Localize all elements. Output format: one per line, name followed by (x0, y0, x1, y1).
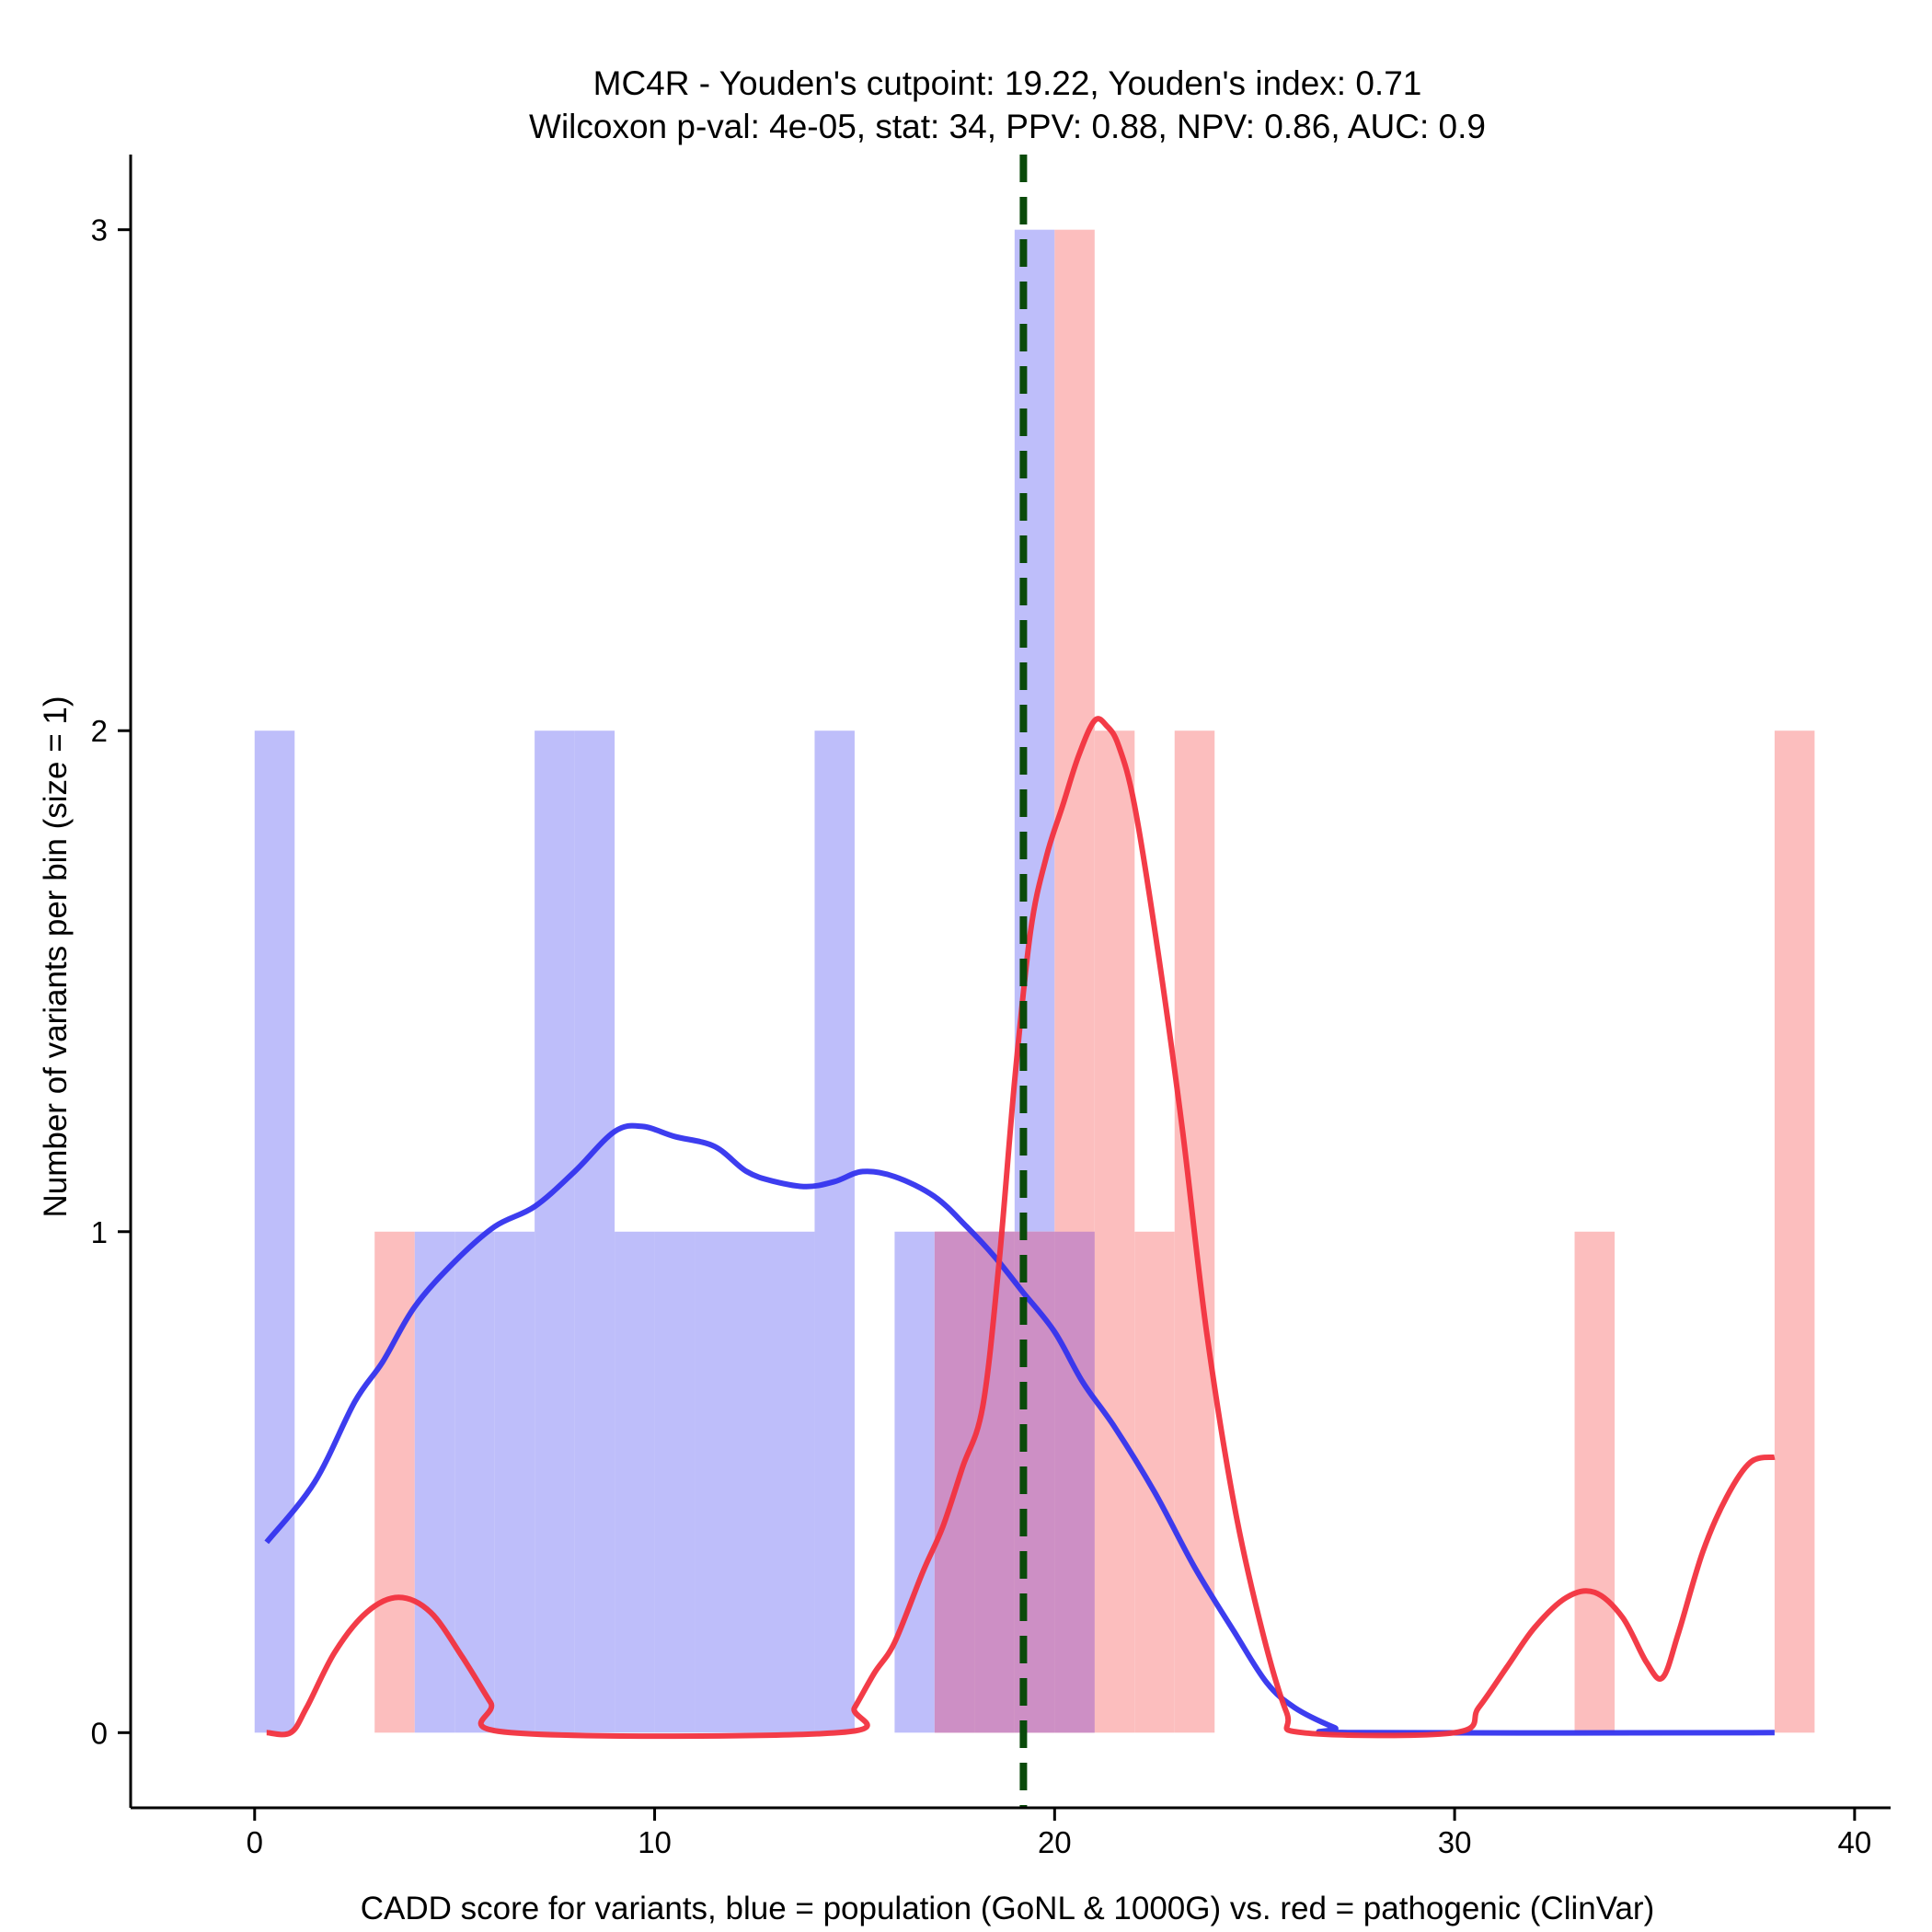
y-tick-label-0: 0 (91, 1716, 108, 1750)
y-axis-label: Number of variants per bin (size = 1) (38, 696, 74, 1217)
pathogenic-density-line (266, 716, 1776, 1740)
population-bar-5-6 (454, 1231, 495, 1733)
x-ticks: 0 10 20 30 40 (247, 1808, 1872, 1859)
pathogenic-bar-22-23 (1134, 1231, 1175, 1733)
pathogenic-bar-3-4 (374, 1231, 415, 1733)
x-tick-label-20: 20 (1038, 1825, 1072, 1859)
y-tick-label-3: 3 (91, 213, 108, 247)
population-bar-8-9 (574, 730, 615, 1733)
population-bar-16-17 (894, 1231, 935, 1733)
population-density-line (264, 1122, 1775, 1736)
chart-title-line1: MC4R - Youden's cutpoint: 19.22, Youden'… (593, 64, 1422, 102)
plot-area (254, 155, 1815, 1808)
population-bar-14-15 (814, 730, 855, 1733)
pathogenic-bar-38-39 (1774, 730, 1815, 1733)
population-bar-4-5 (414, 1231, 455, 1733)
chart-title-line2: Wilcoxon p-val: 4e-05, stat: 34, PPV: 0.… (529, 108, 1486, 145)
y-tick-label-1: 1 (91, 1215, 108, 1249)
population-bar-0-1 (254, 730, 295, 1733)
x-tick-label-40: 40 (1838, 1825, 1872, 1859)
overlap-bar-17-18 (934, 1231, 975, 1733)
population-bar-13-14 (774, 1231, 815, 1733)
overlap-bar-20-21 (1054, 1231, 1095, 1733)
x-tick-label-10: 10 (638, 1825, 672, 1859)
pathogenic-bar-21-22 (1094, 730, 1135, 1733)
population-bar-9-10 (615, 1231, 655, 1733)
population-bar-6-7 (494, 1231, 535, 1733)
x-tick-label-30: 30 (1438, 1825, 1472, 1859)
pathogenic-bar-33-34 (1574, 1231, 1616, 1733)
y-tick-label-2: 2 (91, 714, 108, 748)
population-bar-12-13 (734, 1231, 775, 1733)
population-bar-7-8 (535, 730, 575, 1733)
population-bar-11-12 (695, 1231, 735, 1733)
axes: 0 10 20 30 40 0 1 2 3 (91, 155, 1891, 1859)
x-tick-label-0: 0 (247, 1825, 263, 1859)
population-bar-10-11 (654, 1231, 696, 1733)
x-axis-label: CADD score for variants, blue = populati… (361, 1891, 1655, 1926)
y-ticks: 0 1 2 3 (91, 213, 131, 1750)
